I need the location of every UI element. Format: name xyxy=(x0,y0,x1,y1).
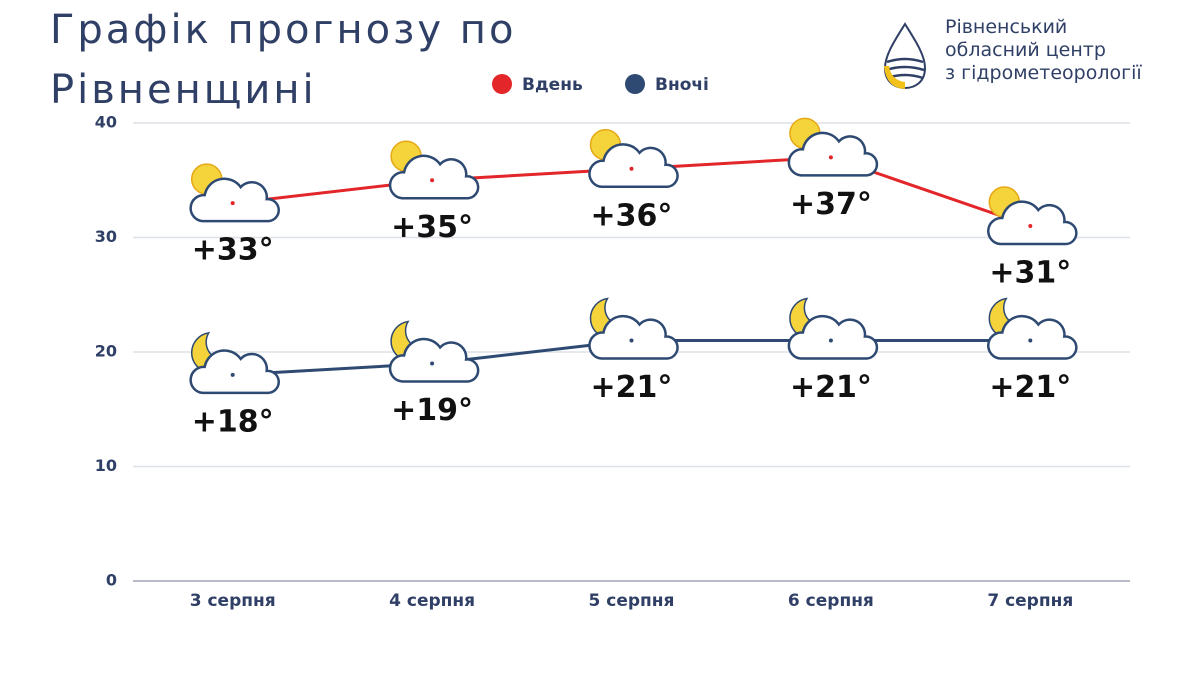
legend-marker xyxy=(625,74,645,94)
weather-icon xyxy=(388,320,480,383)
cloud xyxy=(388,154,480,200)
point xyxy=(230,201,235,206)
value-label: +33° xyxy=(192,233,274,268)
legend-marker xyxy=(492,74,512,94)
value-label: +35° xyxy=(391,210,473,245)
x-tick-label: 5 серпня xyxy=(589,591,675,611)
weather-icon xyxy=(987,297,1078,360)
value-label: +18° xyxy=(192,404,274,439)
value-label: +31° xyxy=(989,256,1071,291)
y-tick-label: 10 xyxy=(95,456,117,475)
point xyxy=(1028,224,1033,229)
point xyxy=(1028,338,1033,343)
logo-line: з гідрометеорології xyxy=(945,62,1142,84)
x-tick-label: 3 серпня xyxy=(190,591,276,611)
point xyxy=(828,155,833,160)
cloud xyxy=(189,177,280,223)
cloud xyxy=(588,143,679,189)
x-tick-label: 6 серпня xyxy=(788,591,874,611)
weather-icon xyxy=(787,117,879,177)
point xyxy=(629,166,634,171)
cloud xyxy=(787,131,879,177)
logo-line: Рівненський xyxy=(945,16,1068,38)
y-tick-label: 0 xyxy=(106,571,117,590)
point xyxy=(828,338,833,343)
y-tick-label: 40 xyxy=(95,113,117,132)
weather-icon xyxy=(588,297,679,360)
logo-line: обласний центр xyxy=(945,39,1106,61)
value-label: +37° xyxy=(790,187,872,222)
legend-label: Вночі xyxy=(655,75,709,95)
value-label: +21° xyxy=(989,370,1071,405)
weather-icon xyxy=(189,163,280,223)
weather-icon xyxy=(189,331,280,395)
cloud xyxy=(388,337,480,383)
weather-icon xyxy=(787,297,879,360)
point xyxy=(629,338,634,343)
weather-icon xyxy=(388,140,480,200)
cloud xyxy=(987,314,1078,360)
value-label: +21° xyxy=(591,370,673,405)
x-tick-label: 4 серпня xyxy=(389,591,475,611)
y-tick-label: 30 xyxy=(95,227,117,246)
point xyxy=(230,372,235,377)
cloud xyxy=(787,314,879,360)
value-label: +36° xyxy=(591,198,673,233)
point xyxy=(430,361,435,366)
cloud xyxy=(588,314,679,360)
value-label: +21° xyxy=(790,370,872,405)
weather-icon xyxy=(588,129,679,189)
value-label: +19° xyxy=(391,393,473,428)
point xyxy=(430,178,435,183)
x-tick-label: 7 серпня xyxy=(987,591,1073,611)
legend-label: Вдень xyxy=(522,75,583,95)
logo-icon xyxy=(883,22,927,90)
y-tick-label: 20 xyxy=(95,342,117,361)
chart-title: Графік прогнозу по Рівненщині xyxy=(50,7,517,113)
cloud xyxy=(189,349,280,395)
weather-icon xyxy=(987,186,1078,246)
logo-text: Рівненський обласний центр з гідрометеор… xyxy=(945,16,1142,85)
cloud xyxy=(987,200,1078,246)
